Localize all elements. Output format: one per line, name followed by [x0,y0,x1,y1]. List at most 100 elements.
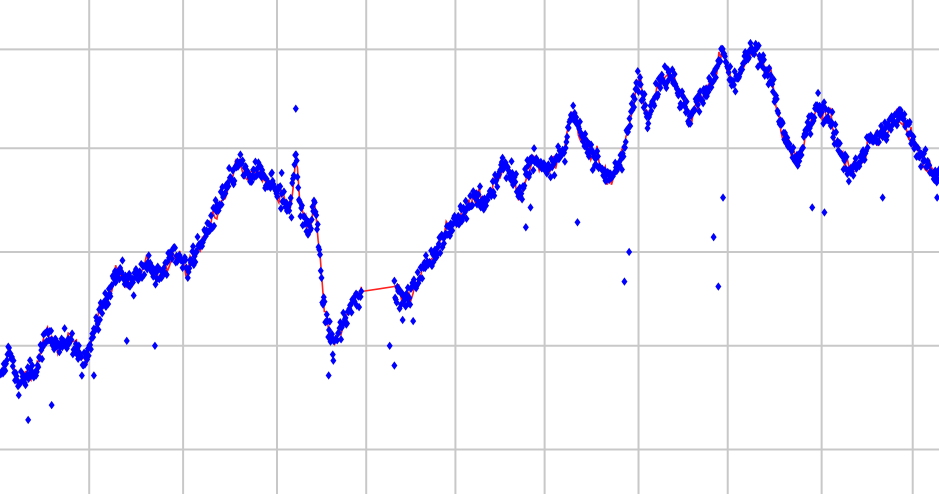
data-point [864,143,871,152]
data-points-layer [0,38,939,425]
data-point [22,380,29,390]
data-point [576,124,583,133]
data-point [752,39,759,49]
data-point [85,351,92,360]
data-point [775,108,782,118]
data-point [671,69,678,79]
data-point [325,371,332,380]
data-point [39,354,46,364]
data-point [573,113,580,122]
data-point [730,80,737,90]
data-point [248,177,255,186]
data-point [720,193,727,202]
data-point [668,74,675,83]
data-point [445,222,452,231]
data-point [936,165,939,174]
data-point [651,101,658,110]
data-point [226,163,233,173]
data-point [508,157,515,166]
trend-line-gap-bridge [361,285,395,293]
data-point [561,148,568,158]
data-point [329,350,336,359]
data-point [879,132,886,142]
data-point [391,361,398,370]
data-point [323,310,330,319]
data-point [582,129,589,139]
data-point [887,125,894,134]
data-point [661,62,668,71]
data-point [721,52,728,61]
data-point [934,174,939,183]
data-point [825,106,832,115]
data-point [564,132,571,142]
data-point [691,105,698,115]
data-point [884,131,891,140]
data-point [208,211,215,220]
data-point [829,107,836,117]
data-point [836,139,843,148]
data-point [295,183,302,192]
data-point [290,171,297,180]
data-point [298,201,305,210]
data-point [798,150,805,160]
data-point [631,94,638,104]
data-point [529,155,536,165]
data-point [618,165,625,174]
data-point [675,91,682,100]
data-point [731,67,738,76]
data-point [469,201,476,210]
data-point [592,154,599,164]
data-point [621,143,628,152]
data-point [835,146,842,155]
data-point [480,205,487,214]
data-point [748,44,755,53]
data-point [754,43,761,53]
data-point [684,106,691,116]
data-point [770,75,777,84]
data-point [503,173,510,183]
data-point [751,46,758,55]
data-point [105,299,112,309]
data-point [96,315,103,324]
data-point [782,128,789,138]
data-point [767,71,774,80]
data-point [358,287,365,296]
data-point [588,140,595,149]
data-point [833,127,840,137]
data-point [123,336,130,346]
data-point [507,171,514,181]
data-point [205,219,212,228]
data-point [277,204,284,213]
data-point [645,119,652,128]
data-point [481,194,488,203]
data-point [475,190,482,199]
data-point [391,276,398,286]
data-point [90,371,97,380]
data-point [790,143,797,152]
data-point [439,243,446,252]
data-point [606,175,613,185]
data-point [484,195,491,205]
data-point [169,254,176,263]
data-point [516,183,523,192]
data-point [809,203,816,212]
data-point [669,65,676,74]
data-point [194,232,201,242]
data-point [763,66,770,75]
data-point [642,101,649,110]
data-point [527,203,534,212]
data-point [680,93,687,102]
data-point [700,98,707,108]
data-point [694,100,701,109]
data-point [250,165,257,175]
data-point [739,65,746,74]
data-point [574,218,581,227]
data-point [218,200,225,209]
data-point [329,329,336,339]
data-point [307,224,314,233]
data-point [736,72,743,81]
data-point [683,97,690,106]
data-point [499,153,506,163]
data-point [562,143,569,153]
